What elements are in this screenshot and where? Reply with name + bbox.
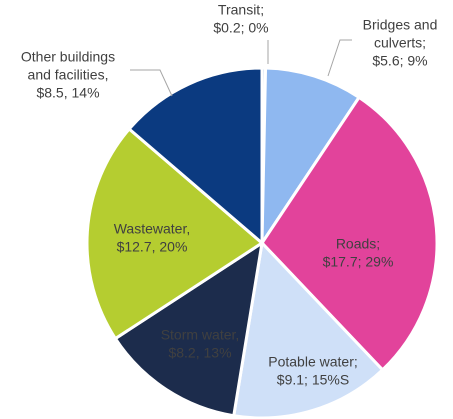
slice-value-label: $17.7; 29% [323,254,394,270]
leader-line [130,69,173,97]
slice-label: Bridges and [363,17,438,33]
pie-slice [85,126,265,341]
pie-slice [127,66,264,247]
slice-label: Transit; [218,2,264,18]
slice-value-label: $5.6; 9% [372,53,427,69]
slice-label: Wastewater, [114,221,191,237]
slice-label: Potable water; [268,354,358,370]
pie-slice [113,239,265,418]
slice-label: and facilities, [28,67,109,83]
slice-value-label: $9.1; 15%S [277,372,349,388]
slice-value-label: $0.2; 0% [213,20,268,36]
pie-slice [260,95,439,372]
slice-value-label: $8.2, 13% [168,345,231,361]
slice-value-label: $12.7, 20% [117,239,188,255]
slice-value-label: $8.5, 14% [36,85,99,101]
pie-slice [232,239,385,419]
pie-slice [260,66,362,249]
leader-line [327,39,352,77]
slice-label: Storm water, [161,327,240,343]
slice-label: culverts; [374,35,426,51]
pie [85,66,439,419]
slice-label: Roads; [336,236,380,252]
slice-label: Other buildings [21,49,115,65]
